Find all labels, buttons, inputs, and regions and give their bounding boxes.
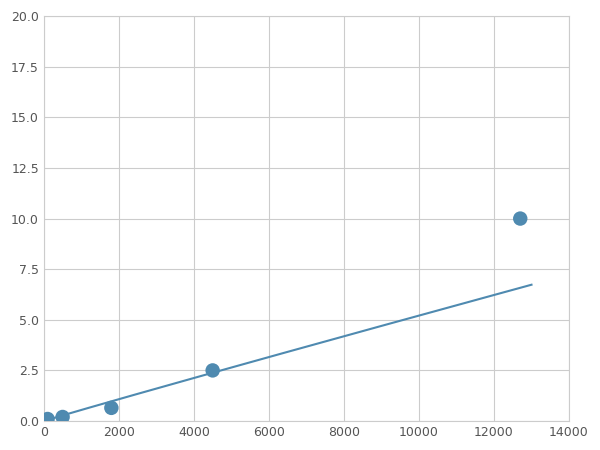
Point: [515, 215, 525, 222]
Point: [58, 414, 67, 421]
Point: [208, 367, 217, 374]
Point: [43, 415, 52, 423]
Point: [107, 404, 116, 411]
